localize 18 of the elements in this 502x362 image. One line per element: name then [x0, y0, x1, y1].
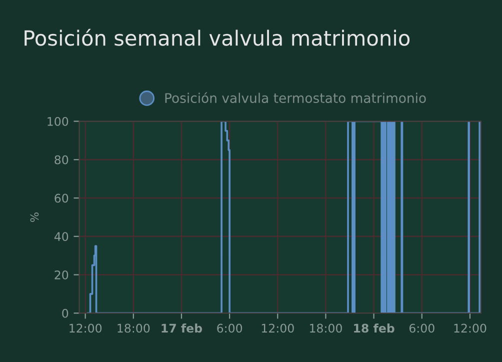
y-tick-label: 60 [54, 194, 68, 203]
y-tick-label: 100 [48, 116, 68, 126]
x-tick-label: 6:00 [409, 324, 434, 333]
y-tick-label: 20 [54, 270, 68, 280]
x-tick-label: 6:00 [217, 324, 242, 333]
y-tick-label: 0 [62, 308, 68, 318]
x-tick-label: 18 feb [354, 324, 394, 333]
legend-label: Posición valvula termostato matrimonio [165, 92, 426, 103]
x-tick-label: 17 feb [162, 324, 202, 333]
y-tick-label: 40 [54, 232, 68, 242]
y-axis-title: % [30, 212, 39, 222]
x-tick-label: 12:00 [454, 324, 486, 333]
chart-title: Posición semanal valvula matrimonio [24, 28, 410, 46]
x-tick-label: 12:00 [262, 324, 294, 333]
x-tick-label: 18:00 [310, 324, 342, 333]
x-tick-label: 12:00 [70, 324, 102, 333]
x-tick-label: 18:00 [118, 324, 150, 333]
y-tick-label: 80 [54, 155, 68, 164]
